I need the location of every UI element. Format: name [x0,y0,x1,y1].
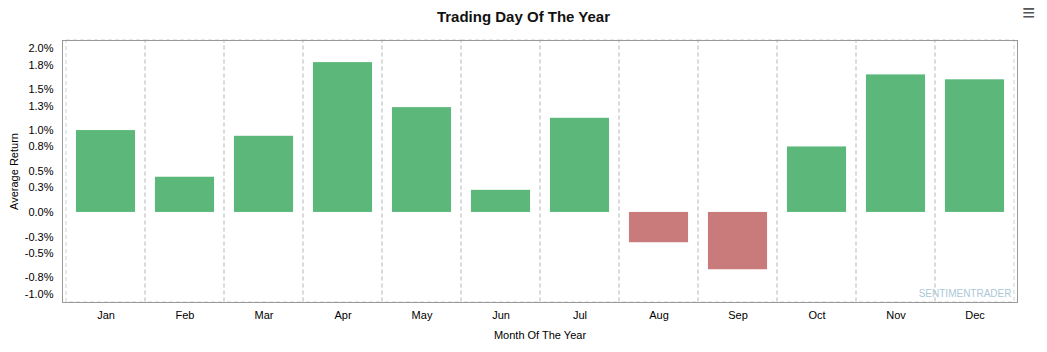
svg-text:Apr: Apr [334,309,351,321]
svg-text:2.0%: 2.0% [28,42,53,54]
svg-text:Mar: Mar [255,309,274,321]
html-text:Trading Day Of The Year: Trading Day Of The Year [436,8,611,25]
svg-text:Sep: Sep [728,309,748,321]
svg-text:1.0%: 1.0% [28,124,53,136]
svg-text:May: May [412,309,433,321]
svg-text:1.5%: 1.5% [28,83,53,95]
svg-text:Jun: Jun [492,309,510,321]
svg-text:-0.5%: -0.5% [25,247,54,259]
svg-text:-0.8%: -0.8% [25,271,54,283]
svg-text:Aug: Aug [649,309,669,321]
svg-text:Feb: Feb [176,309,195,321]
svg-text:SENTIMENTRADER: SENTIMENTRADER [919,288,1012,299]
svg-text:0.3%: 0.3% [28,181,53,193]
svg-text:0.8%: 0.8% [28,140,53,152]
svg-text:0.5%: 0.5% [28,165,53,177]
svg-text:Jul: Jul [573,309,587,321]
svg-text:Nov: Nov [886,309,906,321]
svg-text:-0.3%: -0.3% [25,231,54,243]
svg-text:1.3%: 1.3% [28,100,53,112]
svg-text:-1.0%: -1.0% [25,288,54,300]
svg-text:1.8%: 1.8% [28,59,53,71]
svg-text:Dec: Dec [965,309,985,321]
svg-text:Oct: Oct [808,309,825,321]
svg-text:Average Return: Average Return [8,133,20,210]
svg-text:Month Of The Year: Month Of The Year [494,329,586,341]
svg-text:Jan: Jan [97,309,115,321]
svg-text:0.0%: 0.0% [28,206,53,218]
